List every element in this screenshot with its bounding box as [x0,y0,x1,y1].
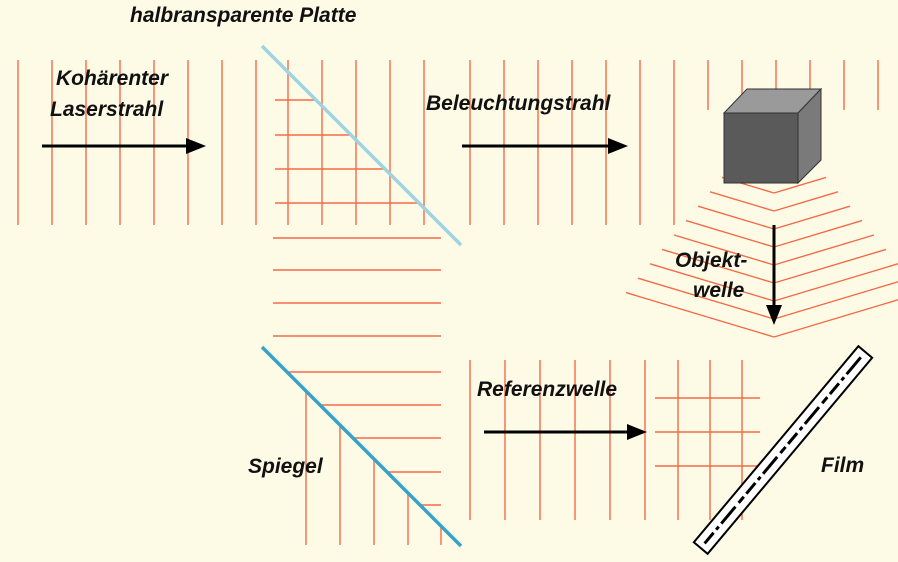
wavefront-line [773,263,898,302]
wavefront-line [773,299,898,338]
object-wave-label-line2: welle [693,279,745,302]
plate-label: halbransparente Platte [130,4,357,27]
illumination-arrow-icon [462,138,628,154]
object-wave-arrow-icon [766,225,782,325]
laser-label-line1: Kohärenter [56,67,169,90]
cube-icon [722,87,823,185]
wavefront-line [661,248,775,284]
mirror [260,345,463,548]
laser-label-line2: Laserstrahl [50,98,164,121]
illumination-label: Beleuchtungstrahl [426,92,611,115]
object-wave-label-line1: Objekt- [675,249,748,272]
wavefront-line [773,176,827,194]
object-wave-chevrons [625,162,898,338]
reference-arrow-icon [484,424,647,440]
wavefront-line [773,219,863,248]
downward-wavefronts [273,237,441,337]
wavefront-line [697,205,775,230]
wavefront-line [709,191,775,212]
mirror-interference-grid [287,371,442,545]
film-interference-grid [655,360,760,520]
wavefront-line [773,281,898,320]
laser-arrow-icon [42,138,206,154]
mirror-label: Spiegel [248,455,323,478]
film-label: Film [821,454,865,477]
wavefront-line [773,191,839,212]
wavefront-line [673,234,775,266]
wavefront-line [649,263,775,302]
wavefront-line [685,219,775,248]
wavefront-line [773,234,875,266]
film-icon [692,344,874,556]
reference-label: Referenzwelle [477,378,618,401]
wavefront-line [625,291,775,338]
plate-interference-grid [275,60,425,225]
half-transparent-plate [260,44,463,247]
wavefront-line [773,248,887,284]
reference-wavefronts [469,360,646,520]
wavefront-line [773,205,851,230]
wavefront-line [637,277,775,320]
